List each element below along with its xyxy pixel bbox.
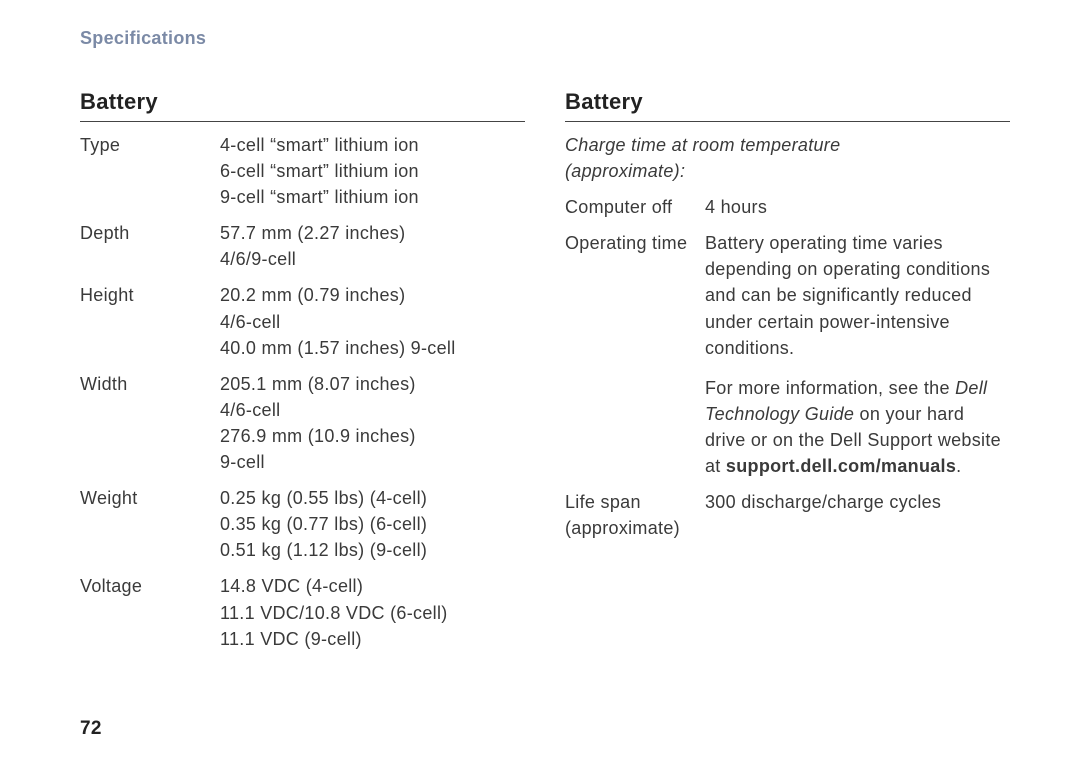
spec-value: 300 discharge/charge cycles	[705, 489, 1010, 515]
spec-row: Weight 0.25 kg (0.55 lbs) (4-cell)0.35 k…	[80, 485, 525, 563]
operating-time-para2: For more information, see the Dell Techn…	[705, 375, 1010, 479]
spec-value: 4-cell “smart” lithium ion6-cell “smart”…	[220, 132, 525, 210]
spec-label: Height	[80, 282, 220, 308]
spec-row: Type 4-cell “smart” lithium ion6-cell “s…	[80, 132, 525, 210]
para2-post: .	[956, 456, 961, 476]
spec-value: 4 hours	[705, 194, 1010, 220]
spec-label: Voltage	[80, 573, 220, 599]
operating-time-para1: Battery operating time varies depending …	[705, 230, 1010, 360]
page: Specifications Battery Type 4-cell “smar…	[0, 0, 1080, 766]
right-title: Battery	[565, 89, 1010, 122]
spec-value: 20.2 mm (0.79 inches)4/6-cell40.0 mm (1.…	[220, 282, 525, 360]
spec-value: 0.25 kg (0.55 lbs) (4-cell)0.35 kg (0.77…	[220, 485, 525, 563]
spec-row: Computer off 4 hours	[565, 194, 1010, 220]
spec-value: 14.8 VDC (4-cell)11.1 VDC/10.8 VDC (6-ce…	[220, 573, 525, 651]
columns: Battery Type 4-cell “smart” lithium ion6…	[80, 89, 1010, 662]
right-column: Battery Charge time at room temperature(…	[565, 89, 1010, 662]
para2-pre: For more information, see the	[705, 378, 955, 398]
spec-row: Life span(approximate) 300 discharge/cha…	[565, 489, 1010, 541]
page-number: 72	[80, 718, 102, 740]
spec-value: 205.1 mm (8.07 inches)4/6-cell276.9 mm (…	[220, 371, 525, 475]
spec-label: Width	[80, 371, 220, 397]
left-column: Battery Type 4-cell “smart” lithium ion6…	[80, 89, 525, 662]
spec-label: Life span(approximate)	[565, 489, 705, 541]
spec-label: Weight	[80, 485, 220, 511]
spec-row: Voltage 14.8 VDC (4-cell)11.1 VDC/10.8 V…	[80, 573, 525, 651]
support-url: support.dell.com/manuals	[726, 456, 956, 476]
spec-row: Width 205.1 mm (8.07 inches)4/6-cell276.…	[80, 371, 525, 475]
spec-value: 57.7 mm (2.27 inches)4/6/9-cell	[220, 220, 525, 272]
section-header: Specifications	[80, 28, 1010, 49]
spec-label: Type	[80, 132, 220, 158]
charge-time-note: Charge time at room temperature(approxim…	[565, 132, 1010, 184]
operating-time-value: Battery operating time varies depending …	[705, 230, 1010, 479]
spec-label: Depth	[80, 220, 220, 246]
spec-label: Computer off	[565, 194, 705, 220]
spec-row: Height 20.2 mm (0.79 inches)4/6-cell40.0…	[80, 282, 525, 360]
spec-row: Operating time Battery operating time va…	[565, 230, 1010, 479]
spec-row: Depth 57.7 mm (2.27 inches)4/6/9-cell	[80, 220, 525, 272]
left-title: Battery	[80, 89, 525, 122]
spec-label: Operating time	[565, 230, 705, 256]
